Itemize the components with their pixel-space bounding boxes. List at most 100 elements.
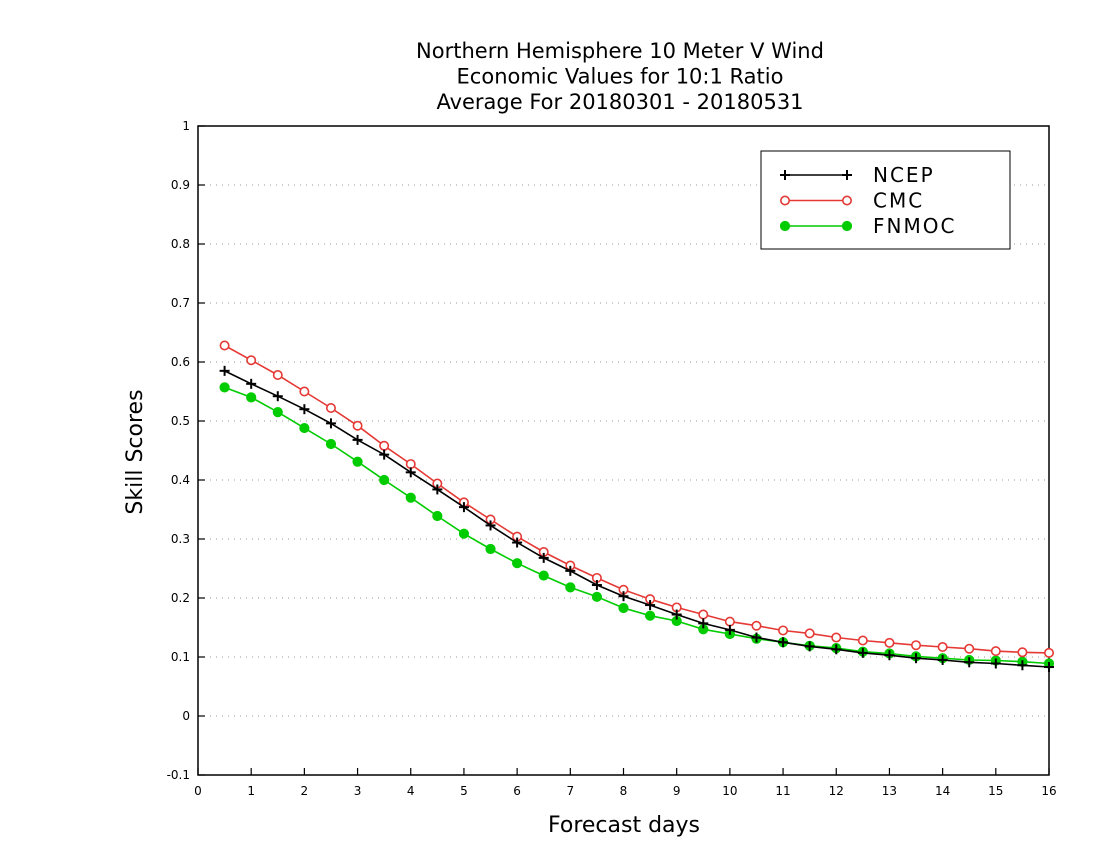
data-point (591, 591, 603, 602)
data-point (831, 644, 842, 655)
data-point (299, 386, 310, 397)
data-point (458, 528, 470, 539)
data-point (352, 456, 363, 467)
data-point (565, 582, 576, 593)
data-point (246, 392, 257, 403)
x-tick-label: 2 (301, 784, 309, 798)
data-point (884, 637, 895, 648)
data-point (538, 552, 549, 563)
x-tick-label: 8 (620, 784, 628, 798)
data-point (405, 492, 416, 503)
legend-item-ncep: NCEP (780, 163, 935, 187)
data-point (219, 365, 230, 376)
data-point (246, 378, 257, 389)
series-line (224, 386, 1050, 665)
y-tick-label: -0.1 (167, 768, 190, 782)
data-point (1017, 660, 1028, 671)
data-point (778, 625, 789, 636)
data-point (911, 653, 922, 664)
gridlines (198, 184, 1049, 717)
data-point (618, 591, 629, 602)
chart-title-line: Economic Values for 10:1 Ratio (457, 65, 784, 89)
x-tick-label: 6 (513, 784, 521, 798)
x-tick-label: 0 (194, 784, 202, 798)
x-tick-label: 1 (247, 784, 255, 798)
data-point (538, 570, 549, 581)
data-point (512, 558, 523, 569)
y-tick-label: 0.8 (171, 237, 190, 251)
data-point (964, 657, 975, 668)
data-point (779, 195, 790, 206)
data-point (937, 654, 948, 665)
x-tick-label: 3 (354, 784, 362, 798)
data-point (644, 610, 656, 621)
y-tick-label: 0.1 (171, 650, 190, 664)
data-point (857, 647, 868, 658)
data-point (458, 502, 469, 513)
series-line (224, 370, 1050, 668)
data-point (990, 646, 1001, 657)
data-point (831, 632, 842, 643)
series (219, 340, 1055, 673)
x-tick-label: 10 (722, 784, 737, 798)
y-tick-label: 0 (182, 709, 190, 723)
data-point (485, 520, 496, 531)
legend-item-cmc: CMC (779, 189, 922, 213)
data-point (724, 616, 735, 627)
legend-label: NCEP (873, 163, 935, 187)
legend-item-fnmoc: FNMOC (779, 214, 956, 238)
x-tick-label: 14 (935, 784, 950, 798)
chart-title: Northern Hemisphere 10 Meter V WindEcono… (416, 39, 824, 114)
data-point (352, 420, 363, 431)
data-point (842, 170, 852, 180)
data-point (724, 624, 735, 635)
y-tick-label: 0.6 (171, 355, 190, 369)
y-axis-label: Skill Scores (123, 389, 148, 514)
data-point (591, 580, 602, 591)
data-point (780, 170, 790, 180)
chart-title-line: Average For 20180301 - 20180531 (436, 90, 803, 114)
data-point (325, 438, 337, 450)
data-point (219, 340, 230, 351)
data-point (857, 635, 868, 646)
data-point (990, 658, 1001, 669)
x-tick-label: 7 (566, 784, 574, 798)
data-point (884, 650, 895, 661)
data-point (512, 537, 523, 548)
series-ncep (219, 365, 1054, 673)
data-point (352, 434, 363, 445)
x-tick-label: 12 (829, 784, 844, 798)
data-point (432, 484, 443, 495)
data-point (405, 459, 416, 470)
x-tick-label: 13 (882, 784, 897, 798)
data-point (698, 618, 709, 629)
x-tick-label: 15 (988, 784, 1003, 798)
data-point (779, 220, 791, 232)
data-point (841, 220, 853, 232)
legend-label: FNMOC (873, 214, 956, 238)
data-point (272, 369, 283, 380)
data-point (911, 640, 922, 651)
data-point (432, 510, 443, 522)
x-tick-label: 5 (460, 784, 468, 798)
data-point (405, 467, 416, 478)
series-line (224, 344, 1050, 654)
series-cmc (219, 340, 1055, 658)
chart-title-line: Northern Hemisphere 10 Meter V Wind (416, 39, 824, 63)
data-point (937, 641, 948, 652)
data-point (325, 403, 336, 414)
data-point (804, 641, 815, 652)
y-tick-label: 0.4 (171, 473, 190, 487)
data-point (751, 620, 762, 631)
data-point (379, 474, 390, 486)
y-tick-label: 0.7 (171, 296, 190, 310)
x-tick-label: 9 (673, 784, 681, 798)
y-tick-label: 0.3 (171, 532, 190, 546)
series-fnmoc (219, 382, 1055, 669)
data-point (565, 565, 576, 576)
data-point (804, 628, 815, 639)
data-point (325, 418, 336, 429)
y-tick-label: 1 (182, 119, 190, 133)
